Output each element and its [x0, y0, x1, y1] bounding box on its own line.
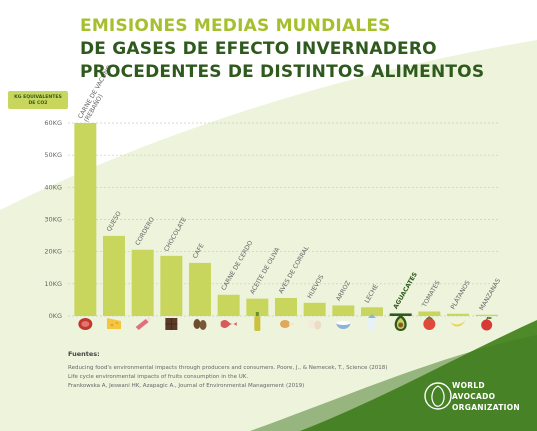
y-tick-label: 20KG — [44, 248, 62, 256]
bar — [131, 249, 154, 316]
bars — [74, 123, 498, 316]
bar — [418, 311, 441, 316]
title-line-1: EMISIONES MEDIAS MUNDIALES — [80, 16, 391, 36]
bar — [217, 294, 240, 316]
title-line-2: DE GASES DE EFECTO INVERNADERO — [80, 39, 437, 59]
banana-icon — [450, 320, 466, 327]
y-tick-label: 10KG — [44, 280, 62, 288]
source-line: Life cycle environmental impacts of frui… — [68, 374, 249, 380]
lamb-icon — [135, 317, 151, 330]
source-line: Reducing food's environmental impacts th… — [68, 365, 388, 371]
sources-heading: Fuentes: — [68, 350, 100, 358]
y-tick-label: 50KG — [44, 151, 62, 159]
chocolate-icon — [165, 318, 178, 330]
bar — [361, 307, 383, 316]
bacon-icon — [220, 320, 237, 328]
world-avocado-organization-logo — [424, 382, 452, 410]
chicken-icon — [280, 320, 294, 328]
coffee-beans-icon — [193, 319, 207, 330]
avocado-icon — [394, 315, 407, 331]
title-line-3: PROCEDENTES DE DISTINTOS ALIMENTOS — [80, 62, 485, 82]
cheese-icon — [107, 318, 121, 329]
food-icons — [78, 312, 493, 331]
steak-icon — [78, 318, 93, 330]
bar — [189, 262, 211, 316]
source-line: Frankowska A, Jeswani HK, Azapagic A., J… — [68, 383, 305, 389]
apple-icon — [481, 316, 493, 331]
rice-icon — [336, 321, 351, 329]
y-tick-labels: 0KG 10KG 20KG 30KG 40KG 50KG 60KG — [44, 119, 62, 320]
logo-text-line-1: WORLD — [452, 381, 485, 390]
eggs-icon — [308, 319, 322, 330]
bar — [74, 123, 97, 316]
bar — [389, 313, 412, 316]
bar — [332, 305, 355, 316]
logo-text-line-3: ORGANIZATION — [452, 403, 520, 412]
y-tick-label: 40KG — [44, 183, 62, 191]
ylabel-badge: KG EQUIVALENTES DE CO2 — [8, 91, 68, 109]
tomato-icon — [423, 316, 436, 330]
bar — [447, 313, 469, 316]
bar — [475, 314, 498, 316]
y-axis-label: KG EQUIVALENTES DE CO2 — [14, 94, 62, 106]
background-mid-wave — [250, 335, 537, 431]
olive-oil-icon — [254, 312, 261, 331]
bar — [103, 235, 125, 316]
milk-icon — [368, 314, 376, 330]
bar — [160, 255, 183, 316]
y-tick-label: 30KG — [44, 216, 62, 224]
bar — [303, 302, 326, 316]
bar — [246, 298, 269, 316]
y-tick-label: 0KG — [49, 312, 62, 320]
bar — [275, 297, 297, 316]
logo-text-line-2: AVOCADO — [452, 392, 496, 401]
background-light-wave — [0, 40, 537, 431]
y-tick-label: 60KG — [44, 119, 62, 127]
